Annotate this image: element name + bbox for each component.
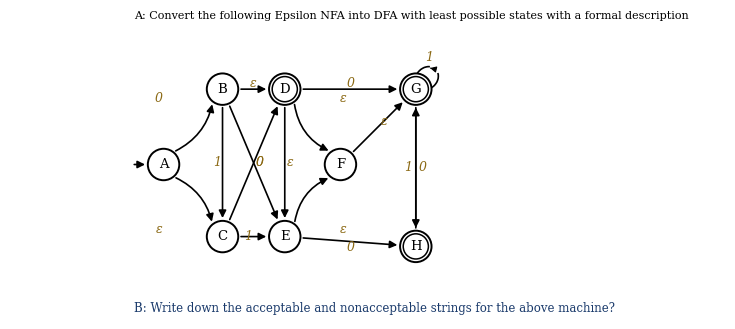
Text: B: B [218,83,227,96]
Circle shape [207,221,238,252]
Circle shape [269,221,301,252]
Text: B: Write down the acceptable and nonacceptable strings for the above machine?: B: Write down the acceptable and nonacce… [134,302,615,315]
Text: ε: ε [340,91,347,105]
Circle shape [325,149,356,180]
Circle shape [400,73,431,105]
Text: 0: 0 [419,161,427,174]
Text: E: E [280,230,290,243]
Text: 1: 1 [404,161,412,174]
Text: ε: ε [156,223,162,236]
Text: F: F [336,158,345,171]
Text: ε: ε [251,77,257,90]
Text: ε: ε [381,115,387,128]
Text: 1: 1 [244,230,252,243]
Text: 1: 1 [212,156,220,169]
Text: H: H [410,240,422,253]
Text: A: A [159,158,168,171]
Text: D: D [279,83,290,96]
Text: 0: 0 [346,77,354,90]
Text: 0: 0 [346,241,354,254]
Text: ε: ε [340,223,346,237]
Text: A: Convert the following Epsilon NFA into DFA with least possible states with a : A: Convert the following Epsilon NFA int… [134,11,689,20]
Text: 0: 0 [155,92,162,105]
Text: 0: 0 [256,156,264,169]
Text: 1: 1 [425,51,433,63]
Text: 0: 0 [256,156,264,169]
Circle shape [148,149,179,180]
Circle shape [269,73,301,105]
Text: ε: ε [287,156,293,169]
Circle shape [400,231,431,262]
Text: C: C [218,230,228,243]
Circle shape [207,73,238,105]
Text: G: G [411,83,421,96]
